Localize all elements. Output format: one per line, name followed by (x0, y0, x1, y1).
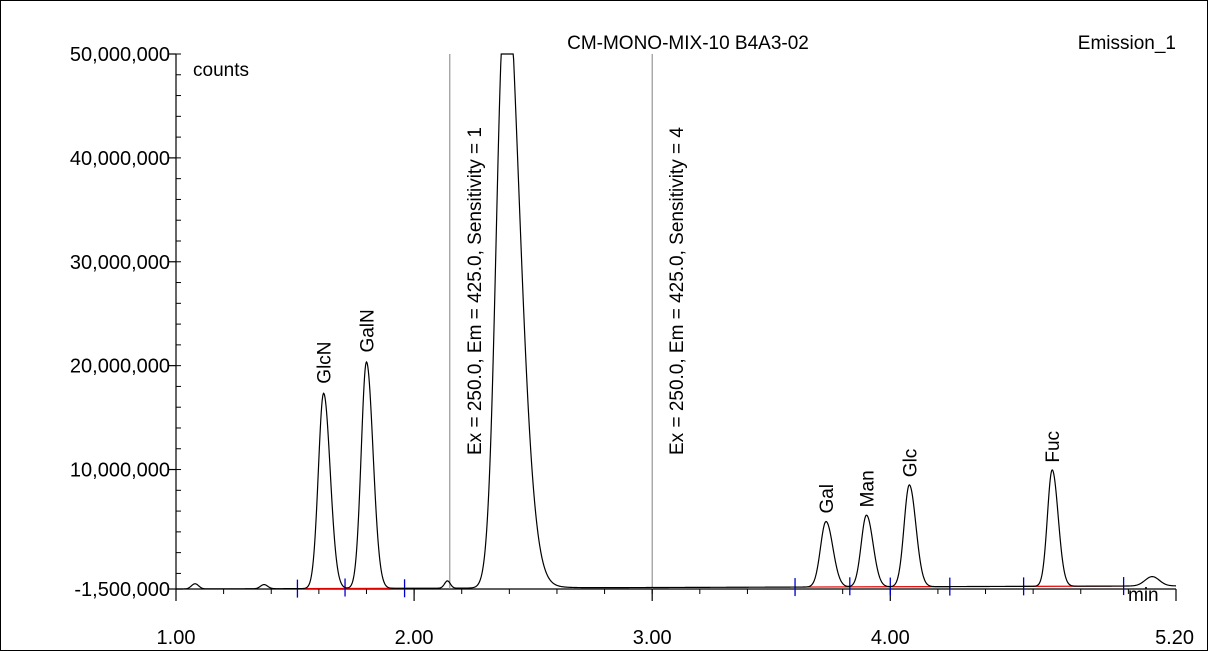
peak-label-galn: GalN (357, 309, 378, 352)
peak-labels: GlcN GalN Gal Man Glc Fuc (315, 309, 1065, 513)
y-tick-label: 50,000,000 (70, 44, 170, 66)
y-tick-label: 20,000,000 (70, 356, 170, 378)
y-tick-label: -1,500,000 (74, 579, 170, 601)
x-axis-unit-label: min (1128, 585, 1159, 606)
tick-labels: -1,500,000 10,000,000 20,000,000 30,000,000… (70, 44, 1194, 649)
x-tick-label: 4.00 (871, 627, 910, 649)
peak-label-gal: Gal (817, 484, 838, 514)
y-axis-unit-label: counts (193, 60, 249, 81)
y-tick-label: 40,000,000 (70, 148, 170, 170)
peak-label-fuc: Fuc (1043, 431, 1064, 463)
channel-label: Emission_1 (1078, 33, 1176, 54)
chromatogram-trace (176, 53, 1177, 590)
x-tick-label: 2.00 (395, 627, 434, 649)
event-annotation: Ex = 250.0, Em = 425.0, Sensitivity = 4 (667, 127, 688, 455)
peak-label-glcn: GlcN (315, 341, 336, 383)
x-tick-label: 5.20 (1155, 627, 1194, 649)
peak-label-glc: Glc (900, 449, 921, 478)
event-annotation: Ex = 250.0, Em = 425.0, Sensitivity = 1 (465, 127, 486, 455)
event-markers: Ex = 250.0, Em = 425.0, Sensitivity = 1 E… (449, 54, 688, 589)
y-tick-label: 30,000,000 (70, 252, 170, 274)
x-tick-label: 1.00 (157, 627, 196, 649)
y-tick-label: 10,000,000 (70, 460, 170, 482)
chart-title: CM-MONO-MIX-10 B4A3-02 (567, 33, 809, 54)
peak-label-man: Man (857, 470, 878, 507)
x-tick-label: 3.00 (633, 627, 672, 649)
